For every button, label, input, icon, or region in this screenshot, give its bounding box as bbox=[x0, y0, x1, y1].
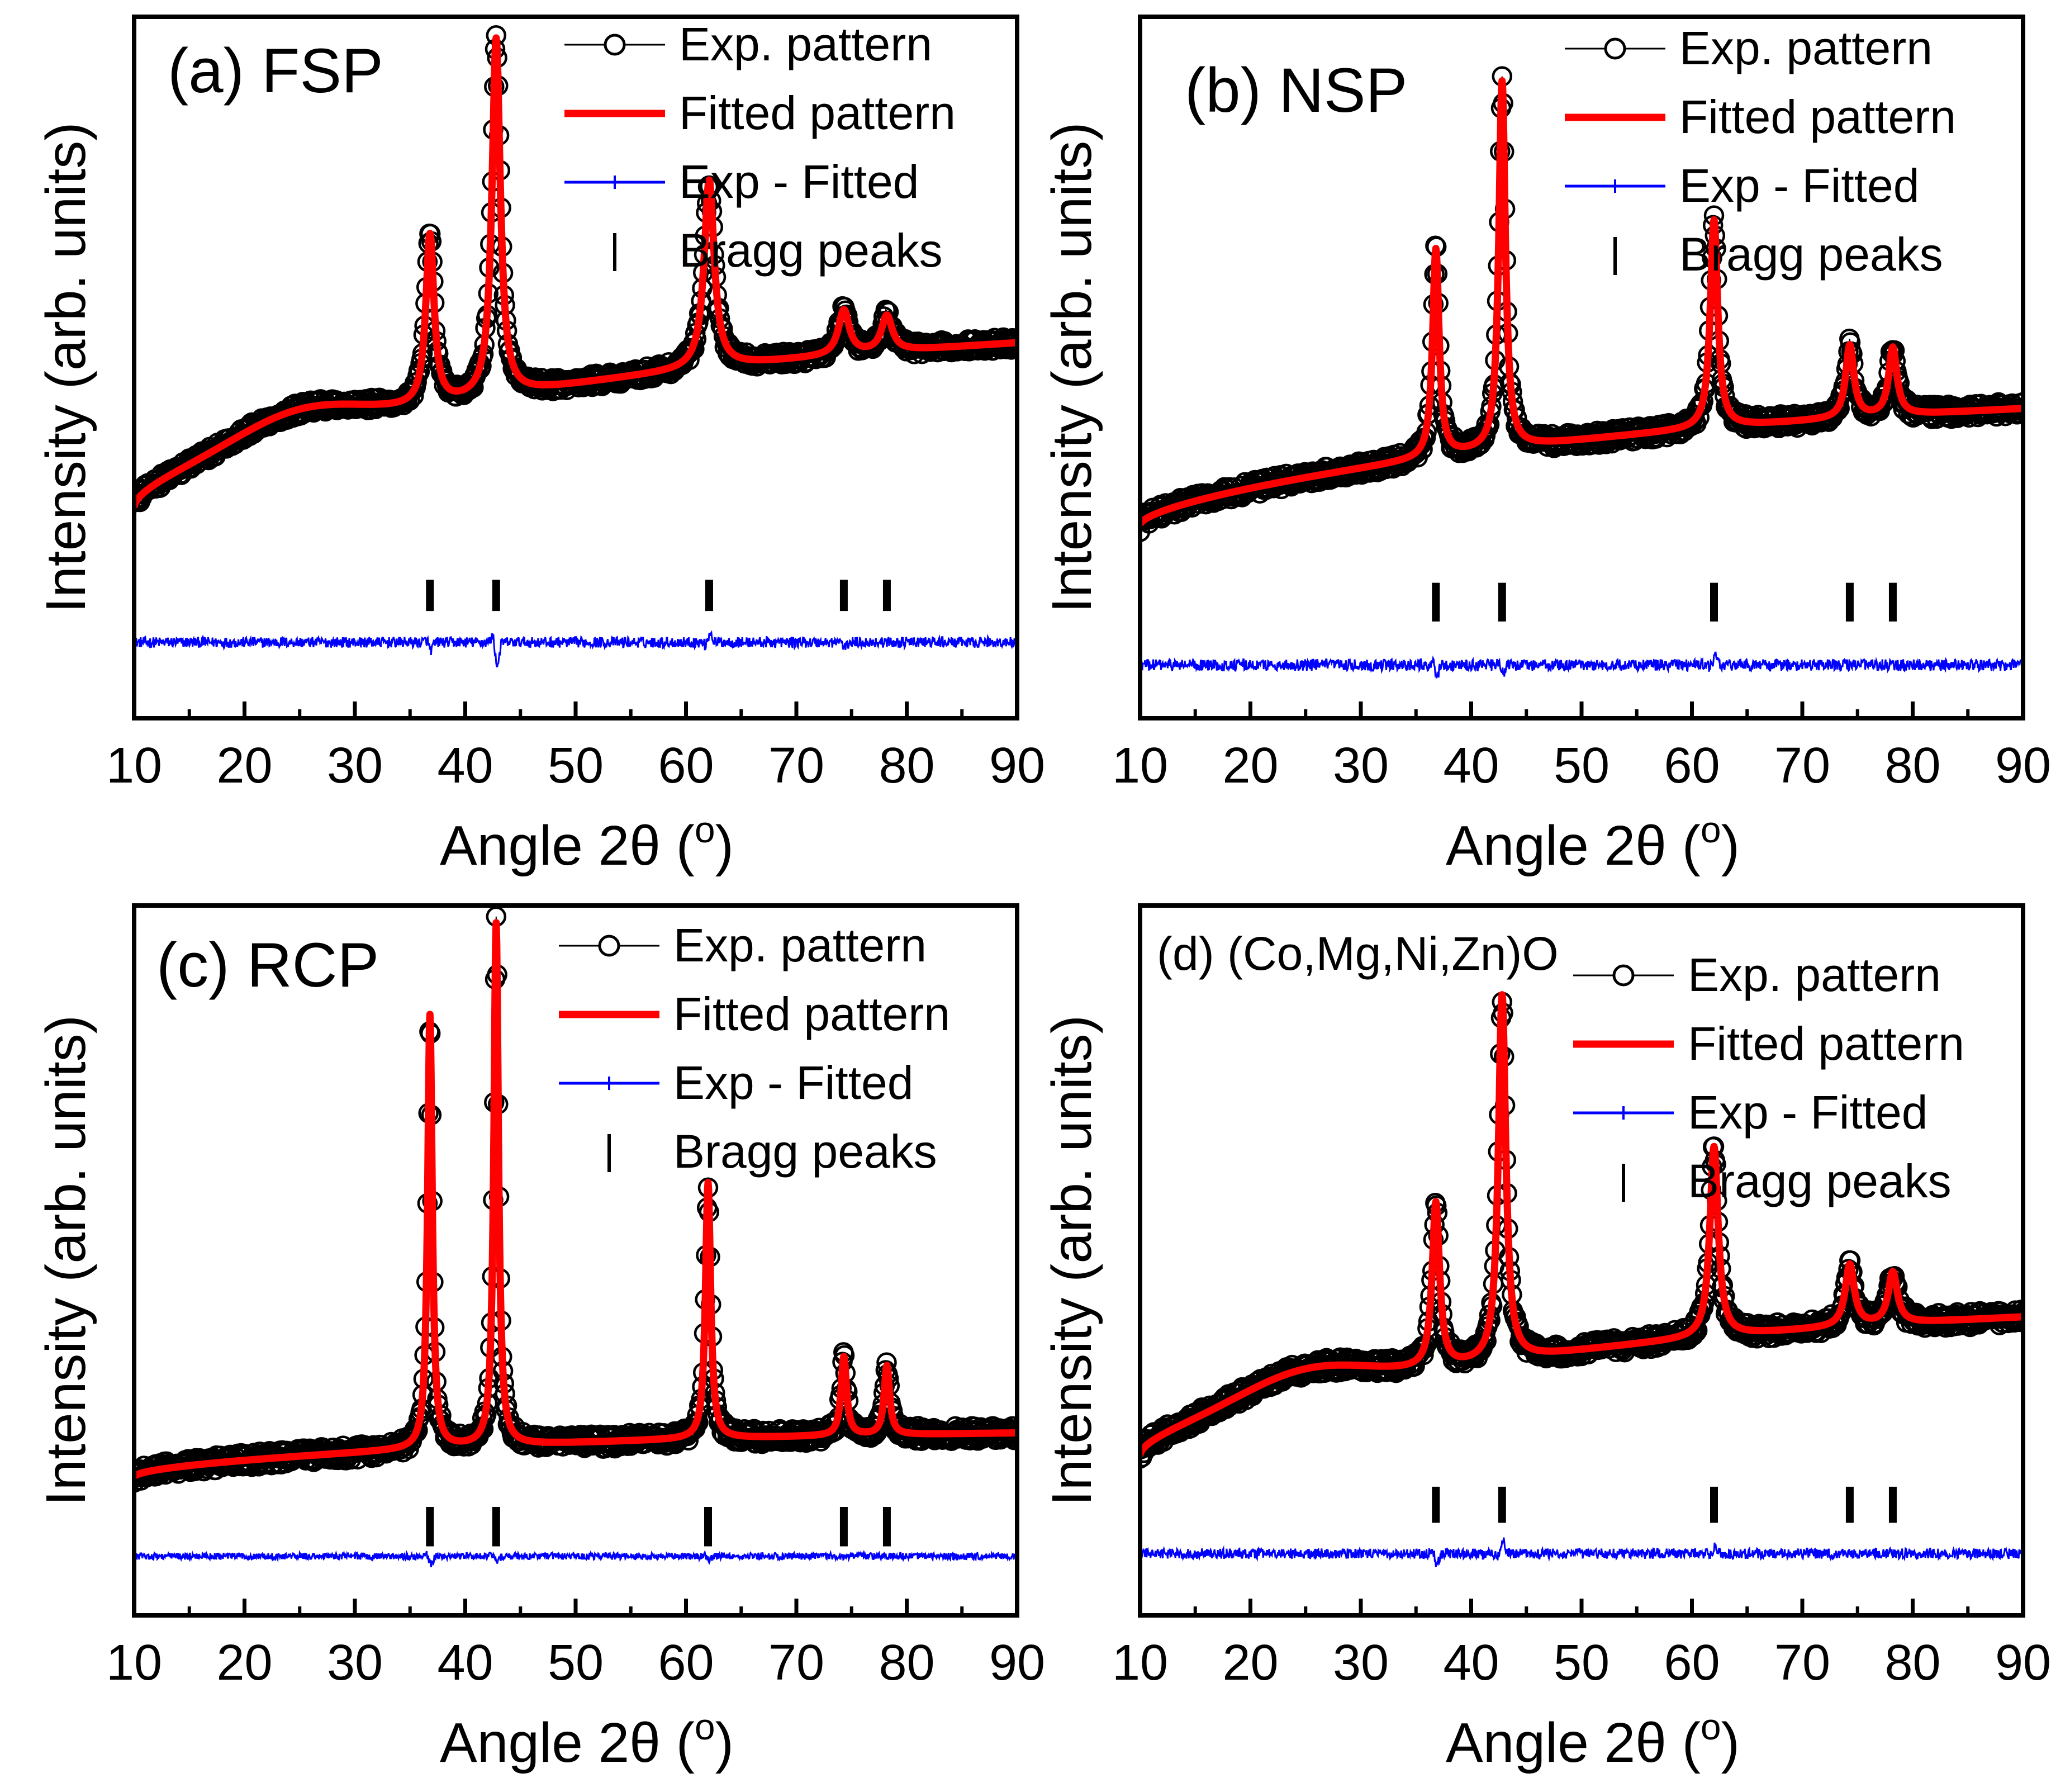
x-tick-label: 90 bbox=[989, 738, 1045, 794]
fitted-series bbox=[1140, 77, 2023, 527]
fitted-series bbox=[134, 34, 1017, 508]
legend: Exp. pattern Fitted pattern Exp - Fitted Br… bbox=[1573, 949, 1964, 1207]
panel-title: (a) FSP bbox=[168, 36, 383, 106]
legend-exp-label: Exp. pattern bbox=[679, 18, 932, 70]
x-axis-label: Angle 2θ (o) bbox=[440, 809, 734, 877]
experimental-point bbox=[1006, 1419, 1017, 1439]
x-tick-label: 50 bbox=[548, 738, 604, 794]
x-tick-label: 20 bbox=[216, 738, 272, 794]
y-axis-label: Intensity (arb. units) bbox=[35, 122, 97, 613]
plot-area bbox=[1140, 66, 2023, 679]
difference-series bbox=[1140, 1537, 2023, 1567]
chart-panel-a: 10 20 30 40 50 60 70 80 90 Angle 2θ (o) Intensity … bbox=[35, 15, 1045, 877]
x-tick-label: 40 bbox=[1443, 738, 1499, 794]
legend-exp-label: Exp. pattern bbox=[1688, 949, 1941, 1001]
plot-area bbox=[1140, 991, 2023, 1567]
x-axis-label: Angle 2θ (o) bbox=[1446, 1706, 1740, 1774]
x-tick-label: 70 bbox=[1774, 1635, 1830, 1691]
x-axis-label: Angle 2θ (o) bbox=[440, 1706, 734, 1774]
x-tick-label: 70 bbox=[768, 738, 824, 794]
legend-bragg-label: Bragg peaks bbox=[1688, 1155, 1952, 1207]
x-tick-label: 30 bbox=[327, 1635, 383, 1691]
legend-exp-marker bbox=[1612, 964, 1635, 987]
legend-fit-label: Fitted pattern bbox=[673, 988, 950, 1040]
experimental-point bbox=[1001, 328, 1017, 349]
x-tick-label: 30 bbox=[1333, 1635, 1389, 1691]
plot-area bbox=[134, 906, 1017, 1567]
x-tick-label: 30 bbox=[327, 738, 383, 794]
legend-exp-marker bbox=[1604, 37, 1626, 60]
x-tick-label: 80 bbox=[1884, 738, 1940, 794]
legend-exp-label: Exp. pattern bbox=[673, 919, 927, 971]
x-tick-label: 20 bbox=[216, 1635, 272, 1691]
legend: Exp. pattern Fitted pattern Exp - Fitted Br… bbox=[564, 18, 956, 277]
x-tick-label: 40 bbox=[437, 738, 493, 794]
legend-fit-label: Fitted pattern bbox=[1679, 91, 1956, 143]
y-axis-label: Intensity (arb. units) bbox=[35, 1015, 97, 1506]
legend-diff-label: Exp - Fitted bbox=[1679, 159, 1919, 212]
experimental-line bbox=[1140, 76, 2023, 532]
difference-series bbox=[1140, 651, 2023, 679]
x-tick-label: 60 bbox=[658, 1635, 714, 1691]
panel-title: (d) (Co,Mg,Ni,Zn)O bbox=[1157, 927, 1559, 980]
x-tick-label: 40 bbox=[1443, 1635, 1499, 1691]
chart-panel-c: 10 20 30 40 50 60 70 80 90 Angle 2θ (o) Intensity … bbox=[35, 903, 1045, 1774]
legend: Exp. pattern Fitted pattern Exp - Fitted Br… bbox=[1565, 22, 1956, 281]
x-tick-label: 50 bbox=[548, 1635, 604, 1691]
chart-panel-d: 10 20 30 40 50 60 70 80 90 Angle 2θ (o) Intensity … bbox=[1041, 903, 2051, 1774]
difference-series bbox=[134, 1549, 1017, 1567]
x-tick-label: 80 bbox=[1884, 1635, 1940, 1691]
x-tick-label: 10 bbox=[106, 738, 162, 794]
x-tick-label: 50 bbox=[1554, 738, 1610, 794]
panel-title: (c) RCP bbox=[156, 930, 379, 1000]
legend-exp-marker bbox=[598, 935, 620, 957]
x-tick-label: 10 bbox=[1112, 1635, 1168, 1691]
x-tick-label: 60 bbox=[658, 738, 714, 794]
legend-diff-label: Exp - Fitted bbox=[679, 155, 919, 208]
x-tick-label: 80 bbox=[879, 738, 934, 794]
x-tick-label: 90 bbox=[1995, 1635, 2051, 1691]
legend-exp-label: Exp. pattern bbox=[1679, 22, 1933, 74]
experimental-point bbox=[1140, 1448, 1151, 1469]
x-tick-label: 20 bbox=[1222, 1635, 1278, 1691]
x-tick-label: 60 bbox=[1664, 738, 1720, 794]
panel-title: (b) NSP bbox=[1185, 55, 1407, 125]
x-tick-label: 30 bbox=[1333, 738, 1389, 794]
legend-exp-marker bbox=[604, 34, 626, 56]
x-tick-label: 60 bbox=[1664, 1635, 1720, 1691]
legend-fit-label: Fitted pattern bbox=[1688, 1017, 1964, 1070]
x-tick-label: 70 bbox=[768, 1635, 824, 1691]
x-tick-label: 10 bbox=[1112, 738, 1168, 794]
x-tick-label: 90 bbox=[989, 1635, 1045, 1691]
experimental-point bbox=[2012, 392, 2023, 413]
fitted-series bbox=[134, 919, 1017, 1480]
x-tick-label: 10 bbox=[106, 1635, 162, 1691]
y-axis-label: Intensity (arb. units) bbox=[1041, 122, 1103, 613]
legend-fit-label: Fitted pattern bbox=[679, 87, 956, 139]
experimental-point bbox=[1006, 338, 1017, 359]
x-tick-label: 80 bbox=[879, 1635, 934, 1691]
legend: Exp. pattern Fitted pattern Exp - Fitted Br… bbox=[559, 919, 950, 1178]
difference-series bbox=[134, 630, 1017, 668]
legend-diff-label: Exp - Fitted bbox=[1688, 1086, 1927, 1139]
x-tick-label: 90 bbox=[1995, 738, 2051, 794]
legend-bragg-label: Bragg peaks bbox=[679, 224, 943, 277]
x-tick-label: 70 bbox=[1774, 738, 1830, 794]
x-axis-label: Angle 2θ (o) bbox=[1446, 809, 1740, 877]
plot-area bbox=[134, 25, 1017, 668]
x-tick-label: 50 bbox=[1554, 1635, 1610, 1691]
x-tick-label: 20 bbox=[1222, 738, 1278, 794]
x-tick-label: 40 bbox=[437, 1635, 493, 1691]
legend-diff-label: Exp - Fitted bbox=[673, 1056, 913, 1109]
chart-panel-b: 10 20 30 40 50 60 70 80 90 Angle 2θ (o) Intensity … bbox=[1041, 15, 2051, 877]
y-axis-label: Intensity (arb. units) bbox=[1041, 1015, 1103, 1506]
legend-bragg-label: Bragg peaks bbox=[1679, 228, 1943, 281]
legend-bragg-label: Bragg peaks bbox=[673, 1125, 937, 1178]
